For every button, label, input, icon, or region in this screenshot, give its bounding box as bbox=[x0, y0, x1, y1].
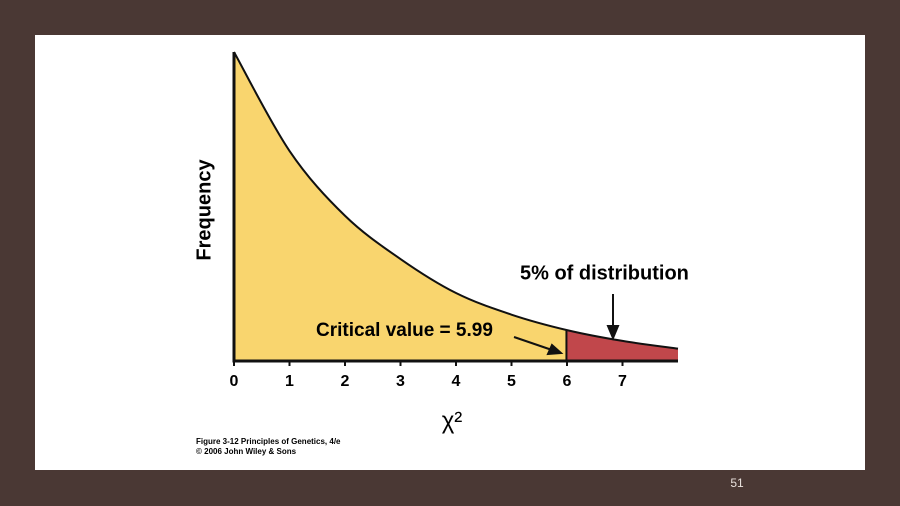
plot: 0 1 2 3 4 5 6 7 bbox=[230, 51, 679, 390]
x-tick-label: 7 bbox=[618, 373, 627, 390]
caption-line: © 2006 John Wiley & Sons bbox=[196, 447, 297, 456]
x-tick-label: 3 bbox=[396, 373, 405, 390]
tail-area bbox=[566, 330, 678, 361]
x-tick-label: 1 bbox=[285, 373, 294, 390]
curve bbox=[233, 51, 679, 350]
critical-annotation: Critical value = 5.99 bbox=[316, 320, 493, 341]
page-number: 51 bbox=[730, 476, 744, 490]
critical-arrow bbox=[513, 336, 553, 351]
arrows bbox=[513, 294, 620, 356]
x-tick-label: 2 bbox=[341, 373, 350, 390]
arrow-head bbox=[606, 325, 620, 341]
x-axis-label: χ² bbox=[442, 407, 463, 434]
body-area bbox=[234, 52, 567, 361]
slide-panel bbox=[35, 35, 865, 470]
x-tick-label: 4 bbox=[452, 373, 461, 390]
y-axis-label: Frequency bbox=[193, 159, 215, 261]
caption-line: Figure 3-12 Principles of Genetics, 4/e bbox=[196, 437, 341, 446]
tail-annotation: 5% of distribution bbox=[520, 262, 689, 284]
x-tick-label: 6 bbox=[563, 373, 572, 390]
x-tick-label: 0 bbox=[230, 373, 239, 390]
arrow-head bbox=[546, 343, 564, 356]
x-tick-label: 5 bbox=[507, 373, 516, 390]
